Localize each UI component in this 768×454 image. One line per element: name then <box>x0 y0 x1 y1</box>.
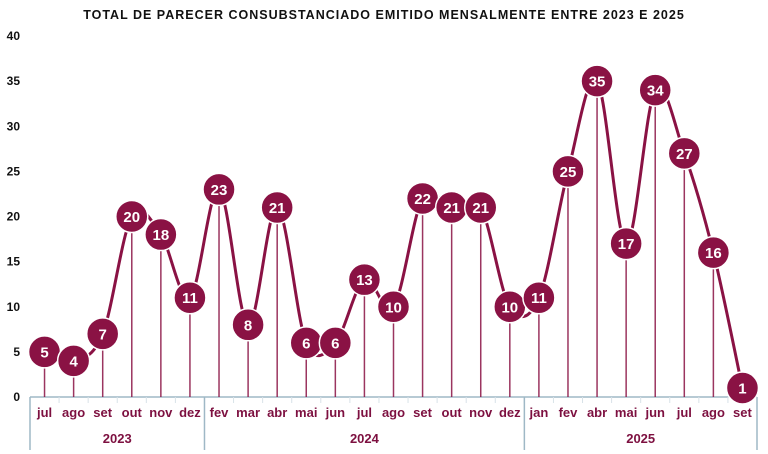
data-point <box>638 73 672 107</box>
x-tick-label: fev <box>559 405 579 420</box>
x-tick-label: mai <box>615 405 637 420</box>
data-label: 11 <box>182 290 198 307</box>
group-label: 2024 <box>350 431 380 446</box>
y-tick-label: 15 <box>7 255 21 269</box>
x-tick-label: jul <box>36 405 52 420</box>
x-tick-label: abr <box>267 405 287 420</box>
data-point <box>609 226 643 261</box>
x-tick-label: ago <box>382 405 405 420</box>
y-tick-label: 30 <box>7 119 21 133</box>
x-tick-label: out <box>122 405 143 420</box>
data-label: 18 <box>153 227 170 244</box>
x-tick-label: set <box>413 405 432 420</box>
x-tick-label: jun <box>644 405 665 420</box>
data-point <box>202 172 236 207</box>
x-tick-label: fev <box>210 405 230 420</box>
x-tick-label: set <box>733 405 752 420</box>
data-point <box>376 290 411 324</box>
data-label: 10 <box>501 299 518 316</box>
data-label: 11 <box>531 290 547 307</box>
data-point <box>115 199 149 234</box>
x-tick-label: ago <box>702 405 725 420</box>
x-tick-label: jan <box>529 405 549 420</box>
data-label: 8 <box>244 317 252 334</box>
data-point <box>318 326 353 360</box>
data-label: 5 <box>40 344 48 361</box>
data-point <box>347 262 382 297</box>
group-label: 2025 <box>626 431 655 446</box>
x-tick-label: mai <box>295 405 317 420</box>
x-tick-label: jul <box>676 405 692 420</box>
x-tick-label: set <box>93 405 112 420</box>
x-tick-label: nov <box>149 405 173 420</box>
data-label: 25 <box>560 164 577 181</box>
data-label: 13 <box>356 272 373 289</box>
x-tick-label: ago <box>62 405 85 420</box>
y-tick-label: 35 <box>7 74 21 88</box>
chart-title: TOTAL DE PARECER CONSUBSTANCIADO EMITIDO… <box>83 8 685 22</box>
group-label: 2023 <box>103 431 132 446</box>
y-tick-label: 5 <box>13 345 20 359</box>
data-label: 7 <box>99 326 107 343</box>
data-point <box>144 217 178 252</box>
y-tick-label: 40 <box>7 29 21 43</box>
data-label: 34 <box>647 83 664 100</box>
x-tick-label: dez <box>179 405 201 420</box>
x-tick-label: out <box>442 405 463 420</box>
data-point <box>173 280 207 315</box>
x-tick-label: mar <box>236 405 260 420</box>
data-label: 21 <box>269 200 286 217</box>
data-point <box>580 64 614 98</box>
x-tick-label: dez <box>499 405 521 420</box>
data-label: 4 <box>69 353 78 370</box>
x-tick-label: nov <box>469 405 493 420</box>
data-label: 23 <box>211 182 228 199</box>
y-tick-label: 20 <box>7 210 21 224</box>
data-label: 22 <box>414 191 431 208</box>
data-label: 35 <box>589 74 606 91</box>
data-label: 27 <box>676 146 693 163</box>
data-point <box>551 154 585 189</box>
data-label: 17 <box>618 236 635 253</box>
data-point <box>667 136 702 171</box>
y-tick-label: 10 <box>7 300 21 314</box>
data-label: 10 <box>385 299 402 316</box>
y-tick-label: 25 <box>7 164 21 178</box>
data-label: 20 <box>123 209 140 226</box>
data-point <box>85 317 120 351</box>
y-tick-label: 0 <box>13 390 20 404</box>
data-label: 6 <box>302 335 310 352</box>
data-point <box>522 280 556 315</box>
data-label: 1 <box>738 380 746 397</box>
data-point <box>260 190 294 225</box>
data-point <box>231 308 265 342</box>
data-point <box>696 235 731 270</box>
data-label: 21 <box>472 200 489 217</box>
x-tick-label: jun <box>325 405 346 420</box>
data-point <box>463 190 498 225</box>
x-tick-label: jul <box>356 405 372 420</box>
x-tick-label: abr <box>587 405 607 420</box>
data-label: 16 <box>705 245 722 262</box>
data-point <box>725 371 760 405</box>
data-label: 21 <box>443 200 460 217</box>
data-label: 6 <box>331 335 339 352</box>
data-point <box>56 344 91 378</box>
